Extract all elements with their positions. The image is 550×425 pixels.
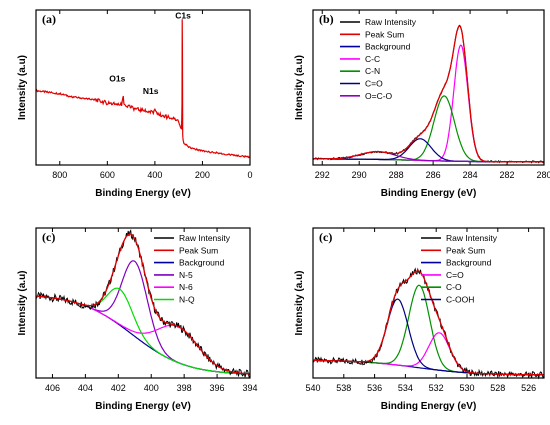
x-axis-label: Binding Energy (eV) bbox=[381, 188, 477, 199]
panel-label: (a) bbox=[42, 12, 56, 26]
y-axis-label: Intensity (a.u) bbox=[294, 270, 305, 335]
x-tick-label: 530 bbox=[459, 383, 474, 393]
x-tick-label: 404 bbox=[78, 383, 93, 393]
component-n-5 bbox=[36, 260, 250, 375]
x-tick-label: 200 bbox=[195, 170, 210, 180]
legend-label: Background bbox=[365, 42, 411, 52]
legend-label: C=O bbox=[446, 270, 464, 280]
x-tick-label: 286 bbox=[426, 170, 441, 180]
y-axis-label: Intensity (a.u) bbox=[294, 55, 305, 120]
x-tick-label: 400 bbox=[147, 170, 162, 180]
x-tick-label: 398 bbox=[177, 383, 192, 393]
legend-label: O=C-O bbox=[365, 91, 393, 101]
x-axis-label: Binding Energy (eV) bbox=[95, 188, 191, 199]
plot-frame bbox=[35, 227, 251, 379]
peak-sum-line bbox=[36, 233, 250, 375]
peak-annotation: O1s bbox=[109, 73, 125, 83]
plot-frame bbox=[35, 9, 251, 166]
legend-label: C-C bbox=[365, 54, 380, 64]
peak-sum-line bbox=[313, 270, 544, 376]
plot-frame bbox=[312, 227, 545, 379]
x-tick-label: 528 bbox=[490, 383, 505, 393]
x-tick-label: 534 bbox=[398, 383, 413, 393]
legend: Raw Intensity Peak Sum Background N-5 N-6 N-Q bbox=[154, 233, 231, 305]
legend-label: Peak Sum bbox=[179, 245, 218, 255]
x-tick-label: 402 bbox=[111, 383, 126, 393]
legend-label: C-N bbox=[365, 66, 380, 76]
legend: Raw Intensity Peak Sum Background C=O C-O C-O… bbox=[421, 233, 498, 305]
x-tick-label: 538 bbox=[336, 383, 351, 393]
x-tick-label: 540 bbox=[305, 383, 320, 393]
peak-sum-line bbox=[313, 25, 544, 163]
legend-label: C-O bbox=[446, 282, 462, 292]
x-tick-label: 0 bbox=[247, 170, 252, 180]
legend-label: Raw Intensity bbox=[179, 233, 231, 243]
panel-2: (b) Binding Energy (eV) Intensity (a.u) 292… bbox=[294, 9, 550, 199]
x-tick-label: 292 bbox=[315, 170, 330, 180]
legend-label: Background bbox=[179, 258, 225, 268]
x-tick-label: 536 bbox=[367, 383, 382, 393]
x-axis-label: Binding Energy (eV) bbox=[95, 401, 191, 412]
x-tick-label: 396 bbox=[210, 383, 225, 393]
plot-frame bbox=[312, 9, 545, 166]
legend-label: Peak Sum bbox=[365, 29, 404, 39]
legend-label: Background bbox=[446, 258, 492, 268]
x-tick-label: 400 bbox=[144, 383, 159, 393]
panel-label: (c) bbox=[42, 230, 55, 244]
peak-annotation: C1s bbox=[175, 10, 191, 20]
plot-area bbox=[35, 19, 251, 159]
spectrum-line bbox=[35, 19, 251, 159]
panel-4: (c) Binding Energy (eV) Intensity (a.u) 540… bbox=[294, 227, 545, 412]
x-tick-label: 282 bbox=[500, 170, 515, 180]
legend-label: C=O bbox=[365, 79, 383, 89]
panel-1: (a) Binding Energy (eV) Intensity (a.u) 800… bbox=[17, 9, 253, 199]
panel-3: (c) Binding Energy (eV) Intensity (a.u) 406… bbox=[17, 227, 258, 412]
panel-label: (c) bbox=[319, 230, 332, 244]
legend-label: N-6 bbox=[179, 282, 193, 292]
x-tick-label: 284 bbox=[463, 170, 478, 180]
y-axis-label: Intensity (a.u) bbox=[17, 270, 28, 335]
component-c-n bbox=[313, 95, 544, 163]
legend-label: Raw Intensity bbox=[446, 233, 498, 243]
x-tick-label: 280 bbox=[536, 170, 550, 180]
x-tick-label: 394 bbox=[242, 383, 257, 393]
x-tick-label: 290 bbox=[352, 170, 367, 180]
x-axis-label: Binding Energy (eV) bbox=[381, 401, 477, 412]
plot-area bbox=[35, 229, 251, 380]
legend-label: N-5 bbox=[179, 270, 193, 280]
x-tick-label: 600 bbox=[100, 170, 115, 180]
panel-label: (b) bbox=[319, 12, 334, 26]
legend-label: N-Q bbox=[179, 295, 195, 305]
legend: Raw Intensity Peak Sum Background C-C C-N C=O… bbox=[340, 17, 417, 101]
x-tick-label: 800 bbox=[52, 170, 67, 180]
peak-annotation: N1s bbox=[143, 86, 159, 96]
x-tick-label: 288 bbox=[389, 170, 404, 180]
y-axis-label: Intensity (a.u) bbox=[17, 55, 28, 120]
x-tick-label: 532 bbox=[429, 383, 444, 393]
plot-area bbox=[312, 24, 545, 164]
plot-area bbox=[312, 267, 545, 380]
x-tick-label: 526 bbox=[521, 383, 536, 393]
legend-label: Raw Intensity bbox=[365, 17, 417, 27]
legend-label: C-OOH bbox=[446, 295, 474, 305]
legend-label: Peak Sum bbox=[446, 245, 485, 255]
x-tick-label: 406 bbox=[45, 383, 60, 393]
